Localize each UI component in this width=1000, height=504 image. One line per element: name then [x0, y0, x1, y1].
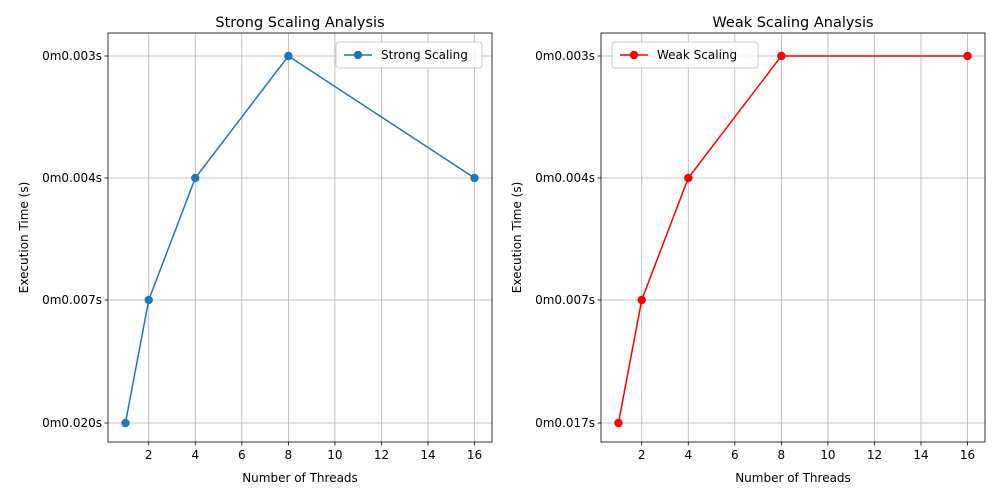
x-tick-label: 12: [374, 448, 389, 462]
series-line: [617, 55, 968, 424]
x-tick-label: 2: [638, 448, 646, 462]
y-tick-label: 0m0.004s: [535, 171, 595, 185]
data-point: [284, 51, 293, 61]
data-point: [614, 418, 623, 428]
data-point: [637, 295, 646, 305]
axes-frame: [600, 32, 986, 443]
data-point: [121, 418, 130, 428]
data-point: [684, 173, 693, 183]
x-tick-label: 12: [867, 448, 882, 462]
x-axis-label: Number of Threads: [735, 471, 851, 485]
x-tick-label: 4: [191, 448, 199, 462]
y-tick-label: 0m0.004s: [42, 171, 102, 185]
x-tick-label: 6: [238, 448, 246, 462]
legend-box: [335, 41, 483, 69]
y-tick-label: 0m0.003s: [42, 49, 102, 63]
x-tick-label: 2: [145, 448, 153, 462]
x-tick-label: 6: [731, 448, 739, 462]
chart-panel-1: 2 4 6 8 10 12 14 16 0m0.020s 0m0.007s 0m0.004s 0m0.…: [17, 15, 493, 485]
data-point: [191, 173, 200, 183]
legend-label: Weak Scaling: [657, 48, 737, 62]
axes-frame: [107, 32, 493, 443]
y-axis-label: Execution Time (s): [17, 182, 31, 294]
y-tick-label: 0m0.007s: [42, 293, 102, 307]
y-axis-label: Execution Time (s): [510, 182, 524, 294]
chart-panel-2: 2 4 6 8 10 12 14 16 0m0.017s 0m0.007s 0m0.004s 0m0.…: [510, 15, 986, 485]
data-point: [470, 173, 479, 183]
x-tick-label: 14: [913, 448, 928, 462]
x-tick-label: 10: [820, 448, 835, 462]
x-tick-label: 14: [420, 448, 435, 462]
data-point: [144, 295, 153, 305]
legend-marker: [629, 50, 639, 60]
series-line: [124, 54, 475, 424]
y-tick-label: 0m0.007s: [535, 293, 595, 307]
chart-title: Strong Scaling Analysis: [215, 15, 384, 31]
legend-box: [611, 41, 759, 69]
x-tick-label: 16: [467, 448, 482, 462]
x-tick-label: 8: [778, 448, 786, 462]
y-tick-label: 0m0.017s: [535, 416, 595, 430]
y-tick-label: 0m0.020s: [42, 416, 102, 430]
x-axis-label: Number of Threads: [242, 471, 358, 485]
legend-marker: [353, 50, 363, 60]
x-tick-label: 16: [960, 448, 975, 462]
x-tick-label: 4: [684, 448, 692, 462]
chart-title: Weak Scaling Analysis: [712, 15, 873, 31]
x-tick-label: 10: [327, 448, 342, 462]
data-point: [777, 51, 786, 61]
data-point: [963, 51, 972, 61]
y-tick-label: 0m0.003s: [535, 49, 595, 63]
x-tick-label: 8: [285, 448, 293, 462]
legend-label: Strong Scaling: [381, 48, 468, 62]
